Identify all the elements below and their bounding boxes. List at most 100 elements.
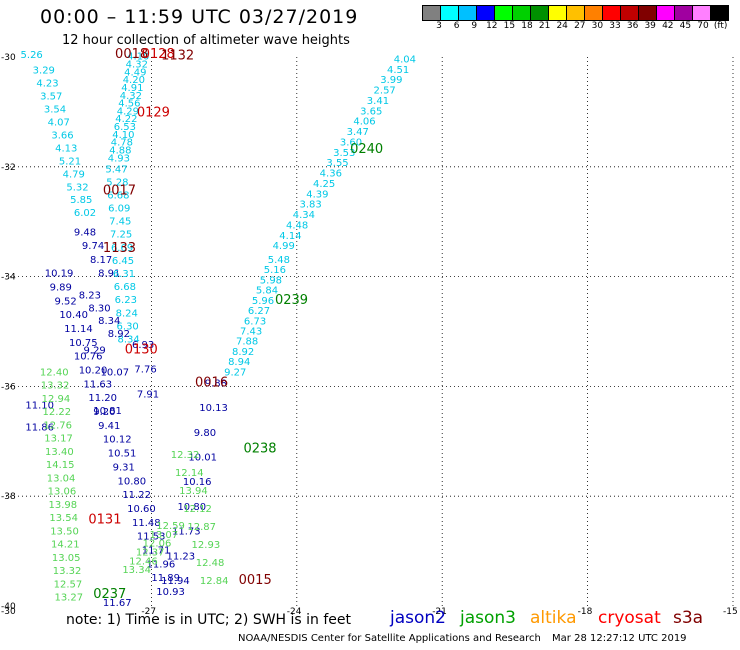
swh-value: 11.48	[132, 518, 161, 529]
swh-value: 4.20	[123, 75, 145, 86]
lat-label: -36	[1, 382, 16, 392]
swh-value: 7.76	[134, 365, 156, 376]
pass-time-label: 0131	[88, 513, 121, 528]
swh-value: 11.71	[142, 545, 171, 556]
swh-value: 8.34	[117, 334, 139, 345]
swh-value: 5.21	[59, 156, 81, 167]
swh-value: 3.65	[360, 106, 382, 117]
swh-value: 7.45	[109, 217, 131, 228]
swh-value: 5.47	[105, 164, 127, 175]
lon-label: -27	[141, 607, 156, 617]
satellite-legend-cryosat: cryosat	[598, 608, 661, 628]
swh-value: 10.40	[59, 310, 88, 321]
swh-value: 8.94	[228, 357, 250, 368]
pass-time-label: 0129	[137, 105, 170, 120]
swh-value: 11.22	[122, 490, 151, 501]
swh-value: 5.85	[70, 195, 92, 206]
footer-credit-line: NOAA/NESDIS Center for Satellite Applica…	[238, 633, 687, 644]
swh-value: 3.60	[340, 137, 362, 148]
swh-value: 5.98	[260, 275, 282, 286]
swh-value: 6.93	[132, 340, 154, 351]
swh-value: 6.69	[111, 243, 133, 254]
swh-value: 11.73	[172, 527, 201, 538]
swh-value: 4.49	[124, 67, 146, 78]
swh-value: 9.27	[224, 367, 246, 378]
pass-time-label: 0238	[243, 441, 276, 456]
swh-value: 12.48	[196, 558, 225, 569]
swh-value: 4.29	[117, 106, 139, 117]
swh-value: 8.24	[116, 308, 138, 319]
swh-value: 6.31	[113, 269, 135, 280]
swh-value: 5.28	[106, 177, 128, 188]
pass-time-label: 0018	[115, 47, 148, 62]
swh-value: 4.10	[112, 130, 134, 141]
swh-value: 3.57	[40, 91, 62, 102]
swh-value: 7.91	[137, 389, 159, 400]
swh-value: 8.30	[88, 303, 110, 314]
lon-label: -30	[1, 607, 16, 617]
pass-time-label: 0015	[239, 573, 272, 588]
swh-value: 10.80	[117, 476, 146, 487]
legend-label: 3	[436, 21, 442, 31]
swh-value: 13.54	[49, 513, 78, 524]
swh-value: 4.99	[273, 241, 295, 252]
swh-value: 11.96	[147, 559, 176, 570]
swh-value: 12.87	[187, 522, 216, 533]
footer-credit: NOAA/NESDIS Center for Satellite Applica…	[238, 633, 541, 644]
swh-value: 6.09	[108, 204, 130, 215]
swh-value: 13.40	[45, 447, 74, 458]
lat-label: -38	[1, 492, 16, 502]
swh-value: 4.56	[118, 99, 140, 110]
swh-value: 4.93	[108, 153, 130, 164]
swh-value: 9.89	[50, 282, 72, 293]
page-subtitle: 12 hour collection of altimeter wave hei…	[62, 33, 350, 48]
swh-value: 9.74	[82, 241, 104, 252]
legend-label: (ft)	[713, 21, 728, 31]
lon-label: -21	[432, 607, 447, 617]
swh-value: 3.53	[333, 148, 355, 159]
legend-label: 18	[521, 21, 533, 31]
legend-label: 15	[503, 21, 516, 31]
swh-value: 11.23	[167, 551, 196, 562]
swh-value: 4.32	[120, 91, 142, 102]
swh-value: 10.93	[156, 587, 185, 598]
swh-value: 5.84	[256, 286, 278, 297]
swh-value: 13.34	[122, 565, 151, 576]
swh-value: 10.76	[74, 352, 103, 363]
pass-time-label: 0017	[103, 183, 136, 198]
swh-value: 3.41	[367, 96, 389, 107]
swh-value: 12.40	[40, 367, 69, 378]
swh-value: 9.29	[84, 345, 106, 356]
swh-value: 10.16	[183, 477, 212, 488]
swh-value: 7.25	[110, 230, 132, 241]
swh-value: 9.88	[205, 378, 227, 389]
swh-value: 3.83	[299, 200, 321, 211]
legend-label: 36	[626, 21, 639, 31]
legend-swatch	[710, 5, 729, 21]
swh-value: 14.21	[51, 540, 80, 551]
swh-value: 13.32	[53, 566, 82, 577]
legend-label: 27	[574, 21, 586, 31]
pass-time-label: 1132	[161, 49, 194, 64]
swh-value: 4.79	[63, 169, 85, 180]
swh-value: 5.32	[66, 182, 88, 193]
swh-value: 4.14	[279, 231, 301, 242]
swh-value: 4.25	[313, 179, 335, 190]
swh-value: 3.66	[51, 130, 73, 141]
legend-label: 21	[538, 21, 551, 31]
swh-value: 8.92	[108, 329, 130, 340]
swh-value: 4.06	[353, 117, 375, 128]
swh-value: 12.84	[200, 576, 229, 587]
lat-label: -34	[1, 273, 16, 283]
swh-value: 13.05	[52, 553, 81, 564]
lon-label: -18	[578, 607, 593, 617]
swh-value: 10.75	[69, 338, 98, 349]
legend-label: 6	[453, 21, 460, 31]
swh-value: 9.80	[194, 428, 216, 439]
swh-value: 12.32	[171, 450, 200, 461]
swh-value: 6.45	[112, 256, 134, 267]
satellite-legend-altika: altika	[530, 608, 577, 628]
swh-value: 11.10	[25, 400, 54, 411]
swh-value: 3.54	[44, 104, 66, 115]
